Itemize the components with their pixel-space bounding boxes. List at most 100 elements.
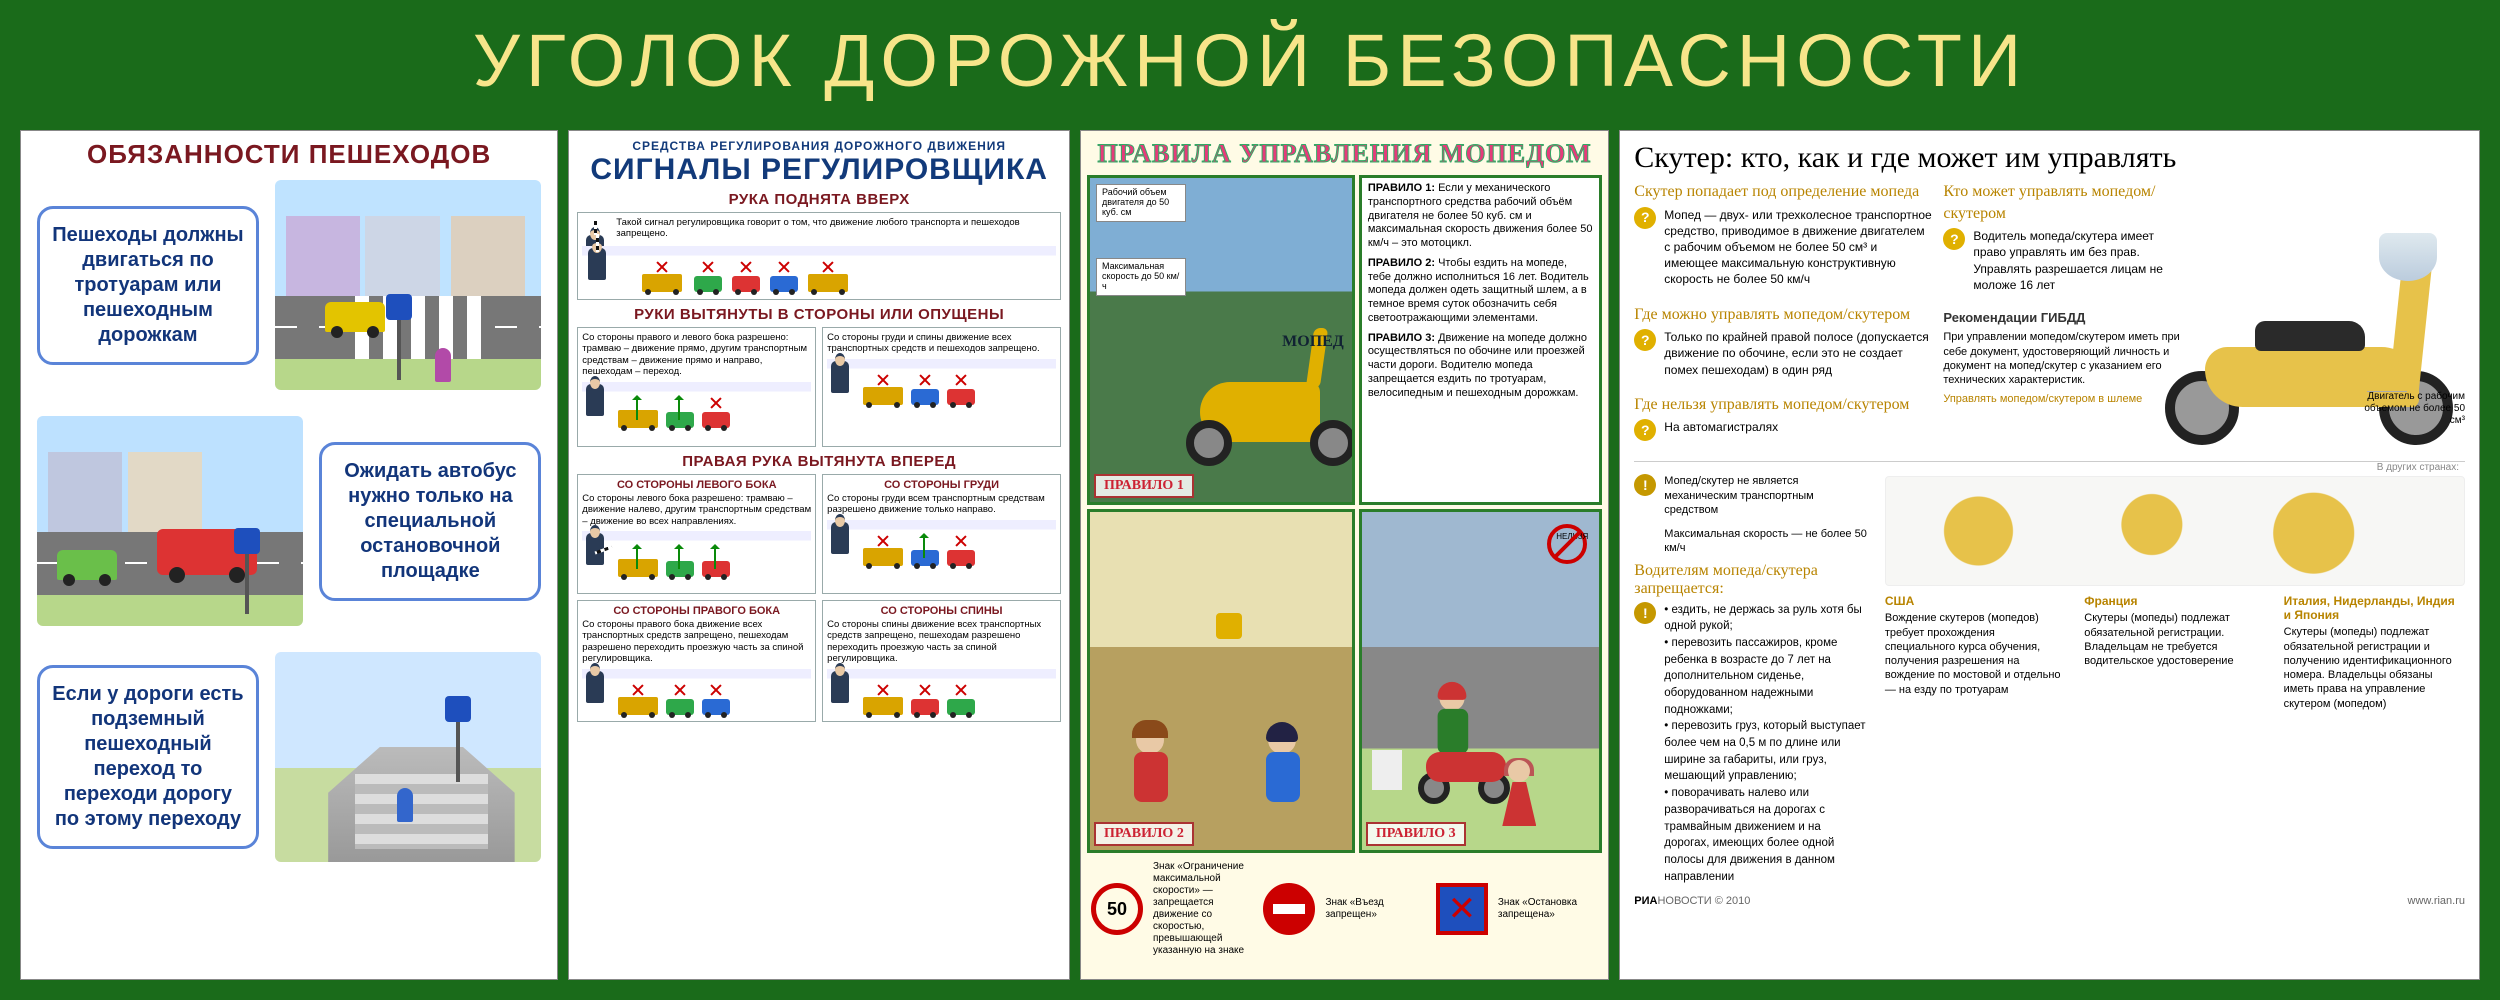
footer-brand: НОВОСТИ: [1657, 895, 1711, 907]
question-mark-icon: ?: [1943, 228, 1965, 250]
panel4-title: Скутер: кто, как и где может им управлят…: [1634, 141, 2465, 175]
banner-title: УГОЛОК ДОРОЖНОЙ БЕЗОПАСНОСТИ: [473, 18, 2027, 103]
sign-text: Знак «Остановка запрещена»: [1498, 897, 1598, 921]
footer-url: www.rian.ru: [2408, 895, 2465, 907]
moped-icon: [1160, 332, 1355, 472]
signal-box: Со стороны груди и спины движение всех т…: [822, 327, 1061, 447]
rules-text-cell: ПРАВИЛО 1: Если у механического транспор…: [1359, 175, 1602, 505]
panel1-row: Ожидать автобус нужно только на специаль…: [37, 416, 541, 626]
box-desc: Со стороны спины движение всех транспорт…: [827, 619, 1056, 665]
rule-heading: ПРАВИЛО 1:: [1368, 182, 1435, 194]
country-name: США: [1885, 594, 2066, 608]
cell-label: ПРАВИЛО 1: [1094, 474, 1194, 498]
no-stopping-sign-icon: [1436, 883, 1488, 935]
section-desc: Такой сигнал регулировщика говорит о том…: [616, 217, 1056, 240]
qa-heading: Где можно управлять мопедом/скутером: [1634, 304, 1933, 326]
panel2-section-1: РУКА ПОДНЯТА ВВЕРХ Такой сигнал регулиро…: [577, 191, 1061, 300]
rider-no-helmet-icon: [1120, 726, 1180, 836]
signal-box: Со стороны правого и левого бока разреше…: [577, 327, 816, 447]
question-mark-icon: ?: [1634, 329, 1656, 351]
panel1-rows: Пешеходы должны двигаться по тротуарам и…: [21, 180, 557, 862]
panel-row: ОБЯЗАННОСТИ ПЕШЕХОДОВ Пешеходы должны дв…: [0, 120, 2500, 1000]
panel1-text: Если у дороги есть подземный пешеходный …: [37, 665, 259, 849]
nonmech-text: Мопед/скутер не является механическим тр…: [1664, 474, 1867, 517]
question-mark-icon: ?: [1634, 207, 1656, 229]
country-name: Италия, Нидерланды, Индия и Япония: [2284, 594, 2465, 622]
forbidden-item: ездить, не держась за руль хотя бы одной…: [1664, 602, 1867, 635]
panel1-illustration: [275, 180, 541, 390]
box-title: СО СТОРОНЫ СПИНЫ: [827, 605, 1056, 617]
signal-box: СО СТОРОНЫ СПИНЫ Со стороны спины движен…: [822, 600, 1061, 722]
cell-label: ПРАВИЛО 2: [1094, 822, 1194, 846]
moped-illustration-cell: Рабочий объем двигателя до 50 куб. см Ма…: [1087, 175, 1355, 505]
sign-text: Знак «Ограничение максимальной скорости»…: [1153, 861, 1253, 957]
panel1-text: Ожидать автобус нужно только на специаль…: [319, 442, 541, 601]
world-map-icon: [1885, 476, 2465, 586]
qa-text: Мопед — двух- или трехколесное транспорт…: [1664, 207, 1933, 288]
panel2-supertitle: СРЕДСТВА РЕГУЛИРОВАНИЯ ДОРОЖНОГО ДВИЖЕНИ…: [577, 139, 1061, 153]
qa-text: При управлении мопедом/скутером иметь пр…: [1943, 330, 2183, 387]
panel1-illustration: [37, 416, 303, 626]
qa-text: Только по крайней правой полосе (допуска…: [1664, 329, 1933, 378]
sign-text: Знак «Въезд запрещен»: [1325, 897, 1425, 921]
panel4-middle: ! Мопед/скутер не является механическим …: [1634, 461, 2465, 889]
question-mark-icon: ?: [1634, 419, 1656, 441]
country-name: Франция: [2084, 594, 2265, 608]
footer-copy: © 2010: [1715, 895, 1751, 907]
pedestrian-icon: [435, 348, 451, 382]
signal-box: Такой сигнал регулировщика говорит о том…: [577, 212, 1061, 300]
cell-label: ПРАВИЛО 3: [1366, 822, 1466, 846]
exclamation-icon: !: [1634, 474, 1656, 496]
callout-speed: Максимальная скорость до 50 км/ч: [1096, 258, 1186, 296]
panel3-title: ПРАВИЛА УПРАВЛЕНИЯ МОПЕДОМ: [1087, 137, 1602, 175]
panel2-section-3: ПРАВАЯ РУКА ВЫТЯНУТА ВПЕРЕД СО СТОРОНЫ Л…: [577, 453, 1061, 722]
panel2-title: СИГНАЛЫ РЕГУЛИРОВЩИКА: [577, 153, 1061, 187]
qa-heading: Рекомендации ГИБДД: [1943, 309, 2183, 327]
qa-heading: Кто может управлять мопедом/скутером: [1943, 181, 2183, 224]
qa-extra: Управлять мопедом/скутером в шлеме: [1943, 392, 2183, 406]
engine-annotation: Двигатель с рабочим объемом не более 50 …: [2355, 391, 2465, 427]
section-title: РУКИ ВЫТЯНУТЫ В СТОРОНЫ ИЛИ ОПУЩЕНЫ: [577, 306, 1061, 323]
signal-box: СО СТОРОНЫ ЛЕВОГО БОКА Со стороны левого…: [577, 474, 816, 594]
panel1-title: ОБЯЗАННОСТИ ПЕШЕХОДОВ: [21, 131, 557, 180]
panel4-footer: РИАНОВОСТИ © 2010 www.rian.ru: [1634, 889, 2465, 907]
forbidden-sign-icon: НЕЛЬЗЯ: [1547, 524, 1587, 564]
crosswalk-sign-icon: [397, 320, 401, 380]
box-desc: Со стороны груди всем транспортным средс…: [827, 493, 1056, 516]
underpass-sign-icon: [456, 722, 460, 782]
car-icon: [57, 550, 117, 580]
country-block: Италия, Нидерланды, Индия и Япония Скуте…: [2284, 594, 2465, 711]
exclamation-icon: !: [1634, 602, 1656, 624]
forbidden-item: перевозить пассажиров, кроме ребенка в в…: [1664, 635, 1867, 718]
section-desc: Со стороны груди и спины движение всех т…: [827, 332, 1056, 355]
country-block: США Вождение скутеров (мопедов) требует …: [1885, 594, 2066, 711]
crosswalk-stripe-icon: [1372, 750, 1402, 790]
forbidden-block: Водителям мопеда/скутера запрещается: ! …: [1634, 562, 1867, 885]
panel4-left-column: Скутер попадает под определение мопеда ?…: [1634, 181, 1933, 457]
car-icon: [325, 302, 385, 332]
panel2-section-2: РУКИ ВЫТЯНУТЫ В СТОРОНЫ ИЛИ ОПУЩЕНЫ Со с…: [577, 306, 1061, 447]
section-title: ПРАВАЯ РУКА ВЫТЯНУТА ВПЕРЕД: [577, 453, 1061, 470]
qa-text: Водитель мопеда/скутера имеет право упра…: [1973, 229, 2154, 259]
signal-box: СО СТОРОНЫ ГРУДИ Со стороны груди всем т…: [822, 474, 1061, 594]
bus-stop-sign-icon: [245, 554, 249, 614]
country-text: Скутеры (мопеды) подлежат обязательной р…: [2084, 611, 2265, 668]
rule3-illustration: НЕЛЬЗЯ ПРАВИЛО 3: [1359, 509, 1602, 853]
box-title: СО СТОРОНЫ ЛЕВОГО БОКА: [582, 479, 811, 491]
rider-with-helmet-icon: [1252, 726, 1312, 836]
box-title: СО СТОРОНЫ ГРУДИ: [827, 479, 1056, 491]
panel4-right-column: Кто может управлять мопедом/скутером ? В…: [1943, 181, 2465, 457]
callout-engine: Рабочий объем двигателя до 50 куб. см: [1096, 184, 1186, 222]
speed-limit-sign-icon: 50: [1091, 883, 1143, 935]
section-title: РУКА ПОДНЯТА ВВЕРХ: [577, 191, 1061, 208]
panel3-signs-row: 50 Знак «Ограничение максимальной скорос…: [1087, 857, 1602, 961]
box-desc: Со стороны правого бока движение всех тр…: [582, 619, 811, 665]
map-label: В других странах:: [2377, 462, 2459, 473]
no-entry-sign-icon: [1263, 883, 1315, 935]
rule2-illustration: ПРАВИЛО 2: [1087, 509, 1355, 853]
moped-label: МОПЕД: [1282, 333, 1344, 351]
qa-heading: Где нельзя управлять мопедом/скутером: [1634, 394, 1933, 416]
country-block: Франция Скутеры (мопеды) подлежат обязат…: [2084, 594, 2265, 711]
panel1-row: Пешеходы должны двигаться по тротуарам и…: [37, 180, 541, 390]
banner: УГОЛОК ДОРОЖНОЙ БЕЗОПАСНОСТИ: [0, 0, 2500, 120]
